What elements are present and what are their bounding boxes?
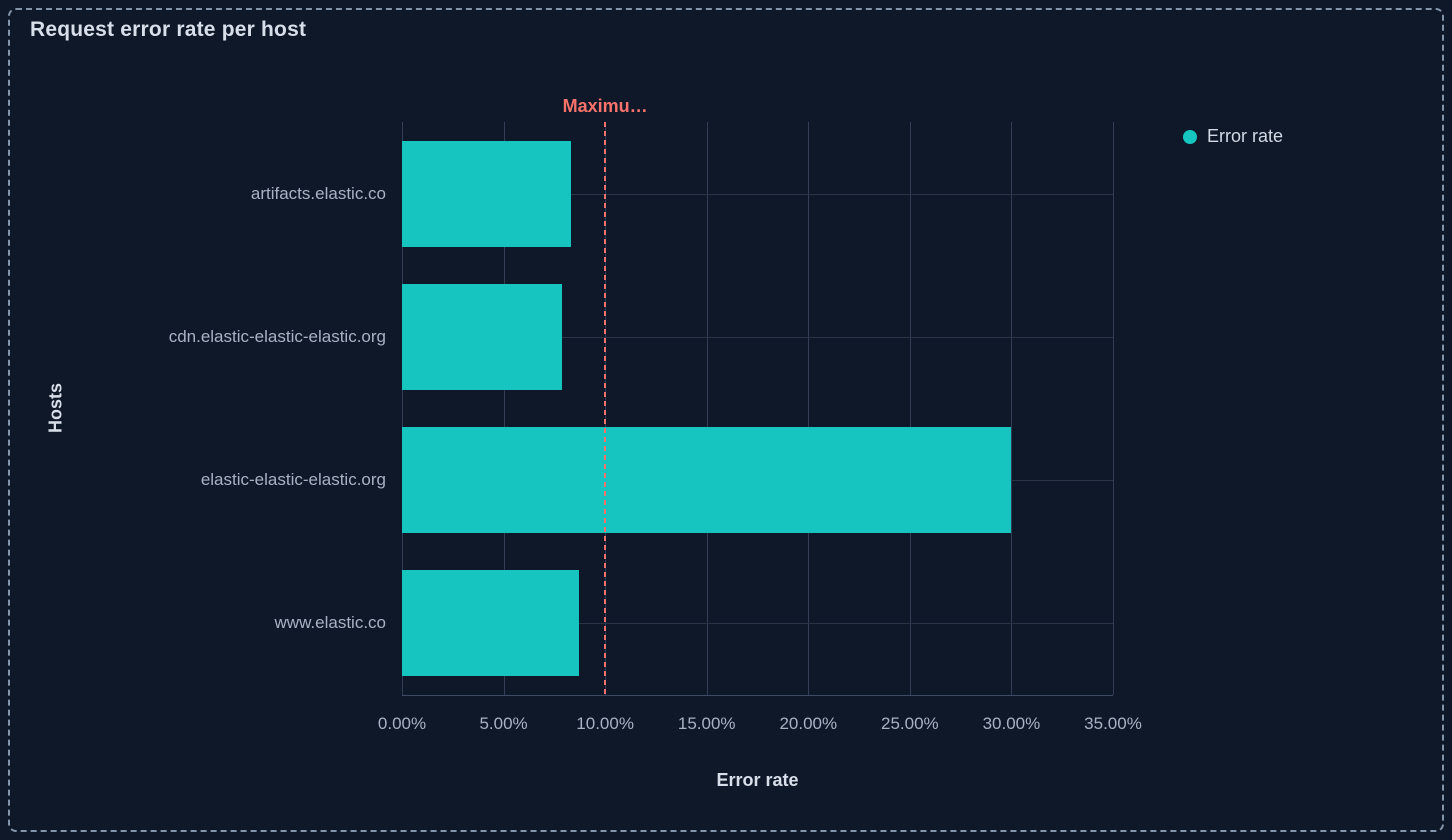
x-tick-label: 5.00%: [479, 714, 528, 733]
y-category-label: www.elastic.co: [274, 613, 386, 633]
grid-line-horizontal: [402, 193, 1113, 195]
bar-www.elastic.co[interactable]: [402, 570, 579, 677]
y-axis-title: Hosts: [45, 382, 66, 434]
x-axis-tick-labels: 0.00% 5.00% 10.00% 15.00% 20.00% 25.00% 30.00%…: [378, 712, 1142, 736]
annotation-label: Maximu…: [562, 96, 648, 116]
grid-line-vertical: [402, 122, 403, 695]
bar-elastic-elastic-elastic.org[interactable]: [402, 427, 1012, 534]
grid-line-horizontal: [402, 623, 1113, 625]
grid-line-vertical: [1113, 122, 1114, 695]
grid-line-vertical: [808, 122, 810, 695]
panel-title: Request error rate per host: [30, 18, 307, 41]
annotation-threshold-line: [604, 122, 607, 695]
x-tick-label: 30.00%: [982, 714, 1041, 733]
grid-line-vertical: [1011, 122, 1013, 695]
y-category-label: cdn.elastic-elastic-elastic.org: [168, 326, 386, 346]
grid-line-vertical: [706, 122, 708, 695]
grid-line-vertical: [909, 122, 911, 695]
legend-color-dot-icon: [1183, 129, 1197, 144]
y-category-label: elastic-elastic-elastic.org: [200, 470, 386, 490]
x-axis-title: Error rate: [716, 770, 799, 790]
x-tick-label: 15.00%: [677, 714, 736, 733]
y-axis-category-labels: artifacts.elastic.co cdn.elastic-elastic-…: [30, 122, 386, 695]
x-tick-label: 0.00%: [377, 714, 427, 733]
x-tick-label: 35.00%: [1084, 714, 1142, 733]
x-tick-label: 10.00%: [576, 714, 634, 733]
legend-item-label: Error rate: [1207, 126, 1284, 146]
x-axis-line: [402, 695, 1113, 696]
x-tick-label: 20.00%: [779, 714, 838, 733]
x-tick-label: 25.00%: [881, 714, 939, 733]
grid-line-horizontal: [402, 336, 1113, 338]
plot-area: [402, 122, 1114, 696]
legend-item-error-rate[interactable]: Error rate: [1183, 126, 1283, 147]
grid-line-vertical: [503, 122, 505, 695]
y-category-label: artifacts.elastic.co: [250, 183, 386, 203]
bar-cdn.elastic-elastic-elastic.org[interactable]: [402, 283, 563, 390]
bar-artifacts.elastic.co[interactable]: [402, 140, 571, 247]
